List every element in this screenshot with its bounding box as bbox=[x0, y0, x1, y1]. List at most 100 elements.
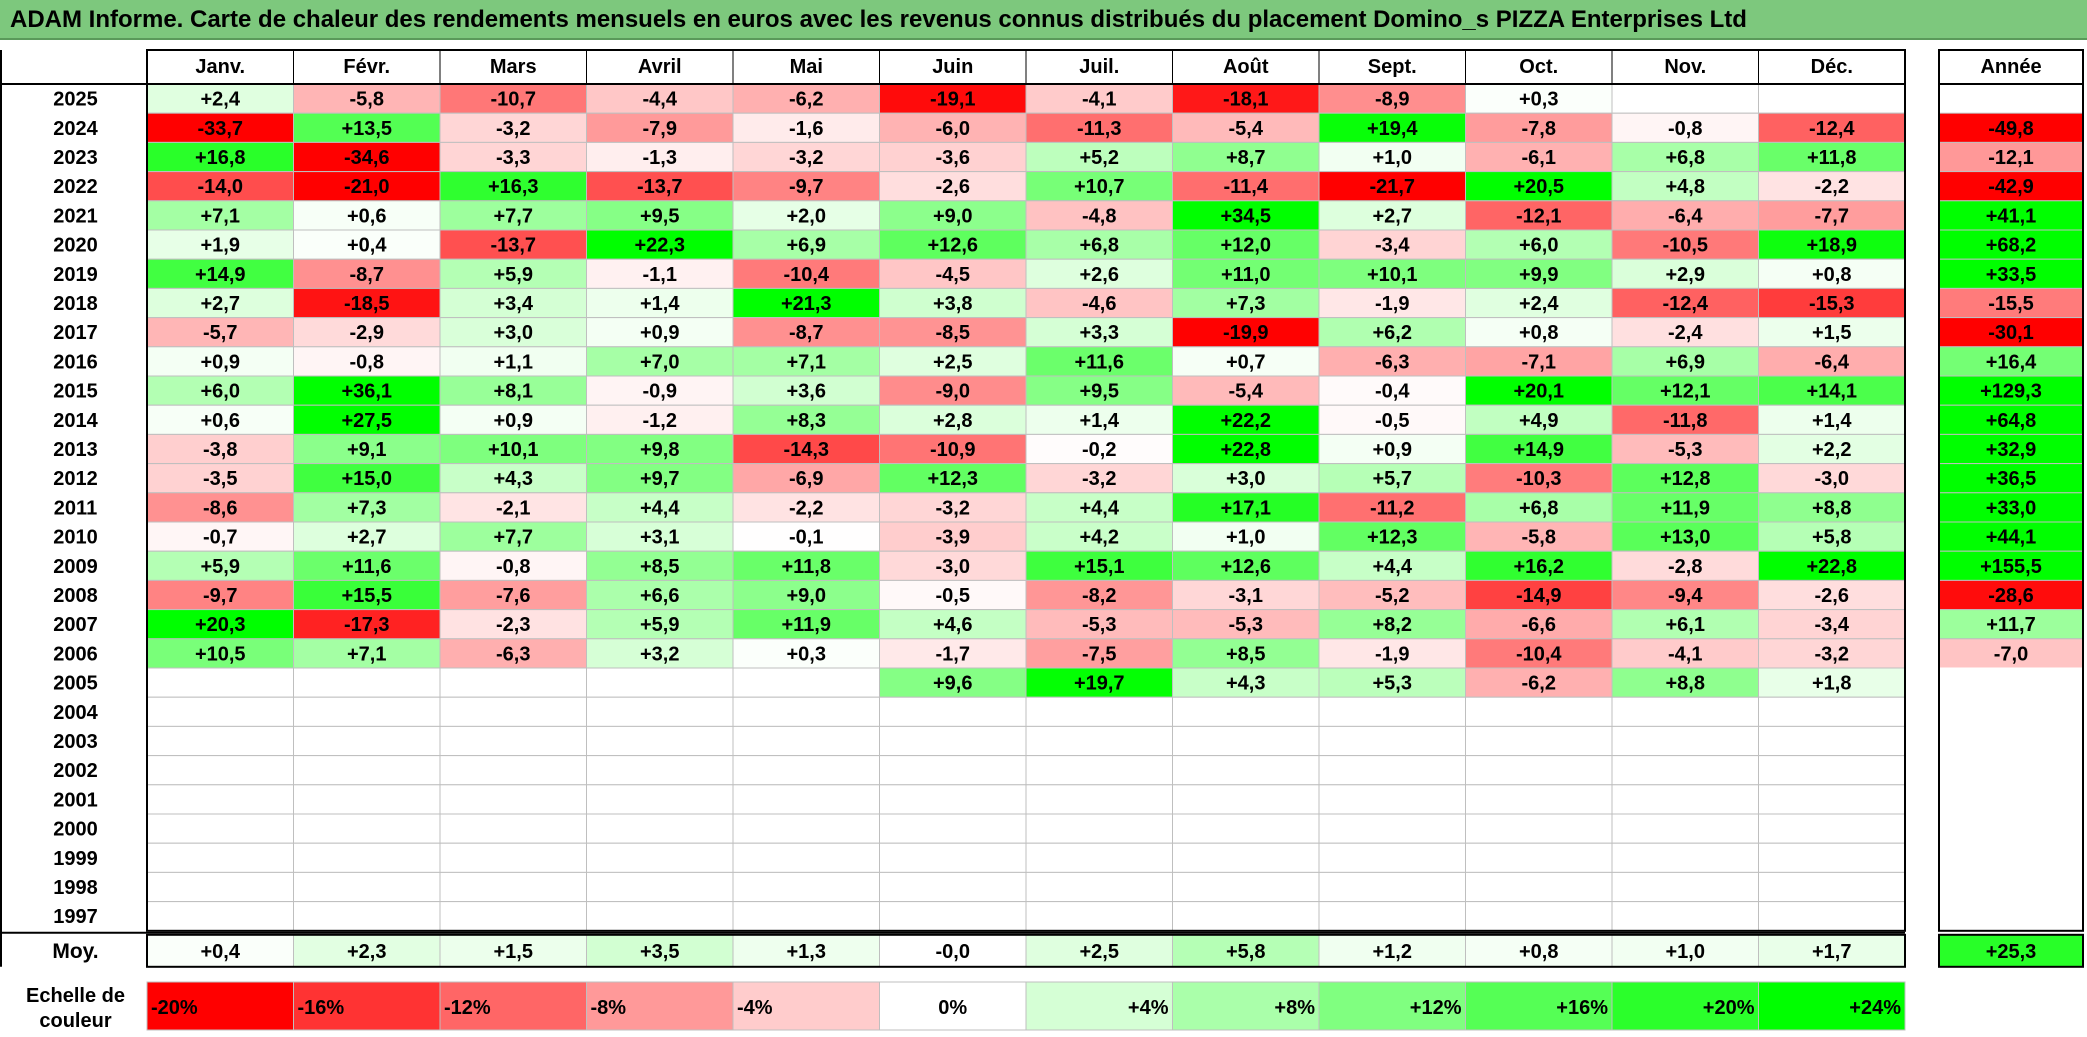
heat-cell bbox=[1172, 901, 1320, 932]
heat-cell bbox=[1025, 842, 1173, 873]
cell-value: -2,4 bbox=[1668, 322, 1703, 344]
cell-value: +1,9 bbox=[201, 235, 240, 257]
heat-cell bbox=[1611, 842, 1759, 873]
cell-value: +3,0 bbox=[1226, 468, 1265, 490]
cell-value: +12,3 bbox=[927, 468, 978, 490]
heat-cell bbox=[1172, 200, 1320, 231]
heat-cell bbox=[1318, 171, 1466, 202]
cell-value: +34,5 bbox=[1220, 205, 1271, 227]
cell-value: -19,9 bbox=[1223, 322, 1269, 344]
cell-value: +3,3 bbox=[1080, 322, 1119, 344]
heat-cell bbox=[879, 901, 1027, 932]
cell-value: -2,3 bbox=[496, 614, 530, 636]
cell-value: +8,8 bbox=[1666, 673, 1705, 695]
cell-value: +1,4 bbox=[640, 293, 680, 315]
cell-value: -0,8 bbox=[350, 351, 384, 373]
cell-value: -4,6 bbox=[1082, 293, 1116, 315]
heat-cell bbox=[439, 901, 587, 932]
cell-value: +16,2 bbox=[1513, 556, 1564, 578]
cell-value: +3,4 bbox=[494, 293, 534, 315]
scale-stop-label: 0% bbox=[938, 997, 967, 1019]
cell-value: +6,2 bbox=[1373, 322, 1412, 344]
average-value: +1,2 bbox=[1373, 941, 1412, 963]
heat-cell bbox=[146, 141, 294, 173]
cell-value: +8,2 bbox=[1373, 614, 1412, 636]
heat-cell bbox=[1465, 725, 1613, 757]
cell-value: +22,8 bbox=[1806, 556, 1857, 578]
heat-cell bbox=[1465, 463, 1613, 494]
cell-value: -0,7 bbox=[203, 527, 237, 549]
year-label: 2019 bbox=[53, 264, 98, 286]
cell-value: +7,1 bbox=[201, 205, 240, 227]
cell-value: +7,7 bbox=[494, 205, 533, 227]
average-value: +1,7 bbox=[1812, 941, 1851, 963]
cell-value: +4,2 bbox=[1080, 527, 1119, 549]
cell-value: -3,2 bbox=[496, 118, 530, 140]
heat-cell bbox=[1758, 375, 1906, 406]
month-header: Juil. bbox=[1079, 56, 1119, 78]
heat-cell bbox=[1611, 638, 1759, 669]
cell-value: -12,1 bbox=[1516, 205, 1562, 227]
cell-value: +36,1 bbox=[341, 381, 392, 403]
heat-cell bbox=[879, 696, 1027, 727]
cell-value: -5,3 bbox=[1082, 614, 1116, 636]
heat-cell bbox=[1172, 550, 1320, 581]
annual-value: +129,3 bbox=[1980, 381, 2042, 403]
average-border bbox=[146, 933, 1906, 968]
cell-value: +11,6 bbox=[342, 556, 392, 578]
annual-value: -15,5 bbox=[1988, 293, 2034, 315]
annual-value: +155,5 bbox=[1980, 556, 2042, 578]
heat-cell bbox=[293, 112, 441, 143]
heat-cell bbox=[1758, 755, 1906, 786]
year-label: 2004 bbox=[53, 702, 98, 724]
cell-value: +2,7 bbox=[347, 527, 386, 549]
cell-value: -3,8 bbox=[203, 439, 237, 461]
year-label: 2022 bbox=[53, 176, 98, 198]
cell-value: +7,3 bbox=[1226, 293, 1265, 315]
heat-cell bbox=[732, 433, 880, 465]
heat-cell bbox=[293, 784, 441, 815]
heat-cell bbox=[586, 667, 734, 698]
annual-value: +33,5 bbox=[1986, 264, 2037, 286]
heat-cell bbox=[439, 433, 587, 465]
heat-cell bbox=[586, 842, 734, 873]
cell-value: +2,4 bbox=[1519, 293, 1559, 315]
heat-cell bbox=[1758, 433, 1906, 465]
cell-value: +6,8 bbox=[1666, 147, 1705, 169]
cell-value: -33,7 bbox=[197, 118, 243, 140]
heat-cell bbox=[146, 375, 294, 406]
cell-value: -19,1 bbox=[930, 89, 976, 111]
heat-cell bbox=[1318, 667, 1466, 698]
heat-cell bbox=[1025, 83, 1173, 114]
cell-value: +6,0 bbox=[1519, 235, 1558, 257]
heat-cell bbox=[1172, 579, 1320, 611]
cell-value: +9,7 bbox=[640, 468, 679, 490]
heat-cell bbox=[439, 463, 587, 494]
heat-cell bbox=[293, 550, 441, 581]
cell-value: -3,0 bbox=[1815, 468, 1849, 490]
cell-value: +0,9 bbox=[640, 322, 679, 344]
cell-value: +7,3 bbox=[347, 497, 386, 519]
heat-cell bbox=[293, 696, 441, 727]
cell-value: +8,1 bbox=[494, 381, 533, 403]
heat-cell bbox=[146, 200, 294, 231]
cell-value: +12,1 bbox=[1660, 381, 1711, 403]
cell-value: -10,3 bbox=[1516, 468, 1562, 490]
cell-value: +6,9 bbox=[1666, 351, 1705, 373]
cell-value: +1,0 bbox=[1373, 147, 1412, 169]
cell-value: -14,0 bbox=[197, 176, 243, 198]
month-header: Avril bbox=[638, 56, 682, 78]
heat-cell bbox=[1465, 784, 1613, 815]
cell-value: +5,9 bbox=[494, 264, 533, 286]
heat-cell bbox=[293, 813, 441, 844]
annual-cell bbox=[1938, 346, 2084, 377]
cell-value: +6,8 bbox=[1519, 497, 1558, 519]
heat-cell bbox=[1758, 258, 1906, 289]
average-value: +5,8 bbox=[1226, 941, 1265, 963]
heat-cell bbox=[1025, 609, 1173, 640]
average-value: +0,4 bbox=[201, 941, 241, 963]
cell-value: -6,3 bbox=[1375, 351, 1409, 373]
scale-label-line1: Echelle de bbox=[26, 985, 125, 1007]
cell-value: -3,4 bbox=[1815, 614, 1850, 636]
heat-cell bbox=[1465, 579, 1613, 611]
